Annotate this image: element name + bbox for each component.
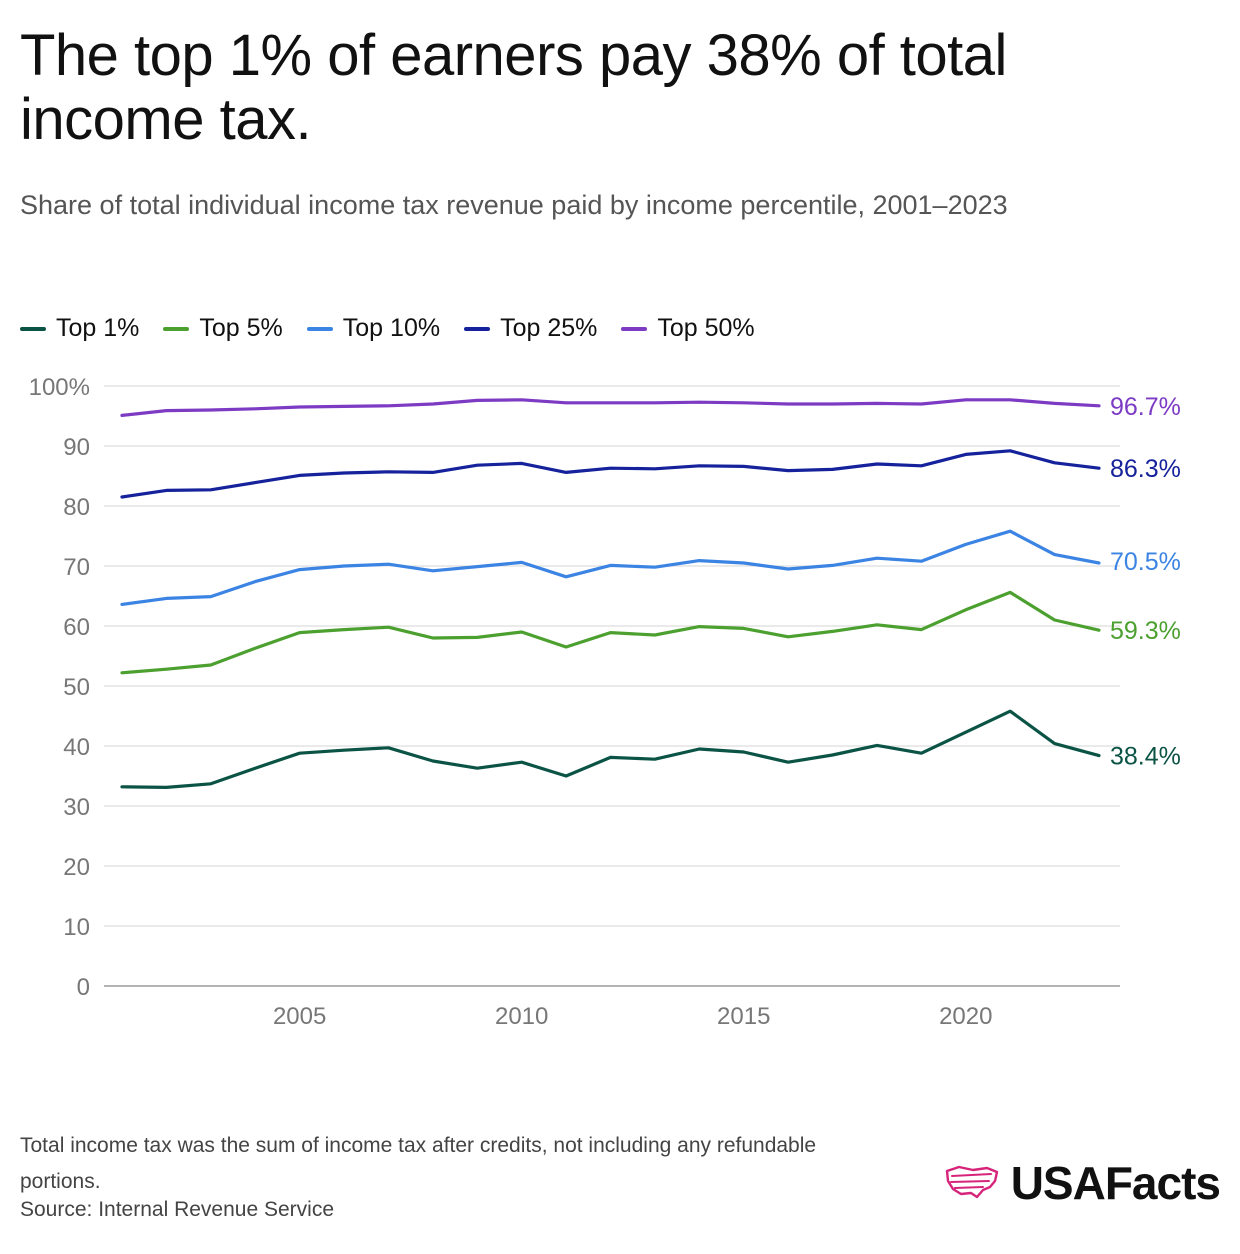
series-line-top-50- [120,398,1101,418]
chart-legend: Top 1% Top 5% Top 10% Top 25% Top 50% [20,314,779,343]
legend-swatch-top-10 [306,326,333,331]
y-tick-label-40: 40 [63,734,90,761]
chart-subtitle: Share of total individual income tax rev… [20,190,1008,220]
end-label-top-1-: 38.4% [1110,743,1181,771]
y-tick-label-60: 60 [63,614,90,641]
x-tick-label-2010: 2010 [495,1003,548,1030]
end-label-top-50-: 96.7% [1110,393,1181,421]
chart-title: The top 1% of earners pay 38% of total i… [20,23,1007,152]
legend-swatch-top-50 [621,326,648,331]
series-line-top-1- [120,709,1101,789]
legend-label-top-50: Top 50% [657,314,755,342]
legend-label-top-1: Top 1% [56,314,140,342]
y-tick-label-10: 10 [63,914,90,941]
series-line-top-10- [120,529,1101,606]
x-tick-label-2005: 2005 [273,1003,326,1030]
legend-swatch-top-1 [20,326,46,331]
y-tick-label-0: 0 [77,974,90,1001]
legend-label-top-5: Top 5% [199,314,283,342]
legend-item-top-50: Top 50% [621,314,755,343]
legend-item-top-1: Top 1% [20,314,139,343]
y-tick-label-90: 90 [63,434,90,461]
legend-item-top-10: Top 10% [306,314,441,343]
legend-label-top-25: Top 25% [500,314,598,342]
legend-item-top-5: Top 5% [163,314,283,343]
legend-item-top-25: Top 25% [464,314,597,343]
x-tick-label-2015: 2015 [717,1003,770,1030]
line-chart: 0 10 20 30 40 50 60 70 80 90 100% 2005 2010 2015 2020 3… [29,374,1181,1030]
usafacts-logo: USAFacts [943,1156,1221,1210]
series-line-top-5- [120,590,1101,675]
legend-label-top-10: Top 10% [342,314,441,342]
logo-wordmark: USAFacts [1010,1157,1221,1209]
y-tick-label-50: 50 [63,674,90,701]
y-tick-label-70: 70 [63,554,90,581]
footnote: Total income tax was the sum of income t… [20,1134,817,1193]
legend-swatch-top-25 [464,326,491,331]
y-tick-label-20: 20 [63,854,90,881]
end-label-top-10-: 70.5% [1110,548,1181,576]
x-tick-label-2020: 2020 [939,1003,992,1030]
source-note: Source: Internal Revenue Service [20,1198,335,1221]
y-tick-label-30: 30 [63,794,90,821]
series-line-top-25- [120,449,1101,499]
end-label-top-25-: 86.3% [1110,455,1181,483]
legend-swatch-top-5 [163,326,190,331]
usa-map-flag-icon [945,1165,998,1199]
y-tick-label-100: 100% [29,374,90,401]
end-label-top-5-: 59.3% [1110,617,1181,645]
y-tick-label-80: 80 [63,494,90,521]
